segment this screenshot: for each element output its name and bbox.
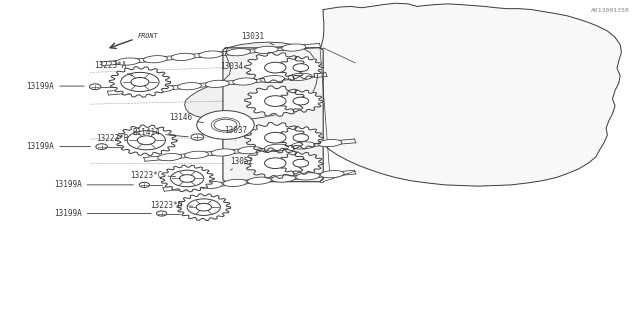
Circle shape	[127, 131, 166, 150]
Ellipse shape	[122, 87, 146, 94]
Ellipse shape	[223, 179, 247, 187]
Text: 13052: 13052	[230, 157, 253, 170]
Circle shape	[211, 118, 240, 132]
Ellipse shape	[157, 154, 182, 161]
Ellipse shape	[211, 149, 235, 156]
Text: 13199A: 13199A	[54, 180, 133, 189]
Ellipse shape	[237, 147, 262, 154]
Polygon shape	[278, 127, 323, 149]
Ellipse shape	[184, 151, 209, 158]
Ellipse shape	[291, 142, 315, 149]
Ellipse shape	[175, 184, 198, 191]
Circle shape	[264, 96, 286, 107]
Polygon shape	[278, 90, 323, 112]
Circle shape	[264, 62, 286, 73]
Circle shape	[196, 203, 211, 211]
Ellipse shape	[254, 46, 278, 53]
Text: 13037: 13037	[224, 126, 247, 141]
Text: 13199A: 13199A	[26, 142, 90, 151]
Circle shape	[264, 158, 286, 169]
Ellipse shape	[171, 53, 195, 60]
Ellipse shape	[320, 171, 344, 178]
Text: 13223*A: 13223*A	[94, 60, 132, 76]
Ellipse shape	[233, 78, 257, 85]
Circle shape	[191, 134, 204, 140]
Circle shape	[187, 199, 220, 215]
Ellipse shape	[205, 80, 229, 87]
Circle shape	[264, 132, 286, 143]
Circle shape	[131, 77, 149, 86]
Text: A013001358: A013001358	[591, 8, 630, 13]
Circle shape	[171, 170, 204, 187]
Circle shape	[196, 111, 254, 139]
Circle shape	[96, 144, 108, 149]
Circle shape	[179, 175, 195, 182]
Text: 13034: 13034	[220, 62, 250, 74]
Ellipse shape	[150, 85, 174, 92]
Polygon shape	[116, 125, 177, 156]
Text: FRONT: FRONT	[138, 33, 159, 39]
Ellipse shape	[143, 56, 168, 63]
Text: 13223*C: 13223*C	[130, 171, 175, 180]
Ellipse shape	[260, 76, 285, 83]
Text: 13146: 13146	[169, 114, 204, 123]
Text: 13199A: 13199A	[54, 209, 151, 218]
Polygon shape	[244, 86, 306, 116]
Polygon shape	[223, 48, 323, 182]
Ellipse shape	[177, 83, 202, 90]
Polygon shape	[109, 67, 171, 97]
Circle shape	[121, 72, 159, 92]
Ellipse shape	[199, 51, 223, 58]
Ellipse shape	[264, 144, 289, 151]
Text: 13223*D: 13223*D	[150, 201, 193, 210]
Polygon shape	[244, 123, 306, 153]
Polygon shape	[177, 194, 230, 220]
Text: 13199A: 13199A	[26, 82, 84, 91]
Text: 13031: 13031	[241, 32, 274, 45]
Ellipse shape	[199, 181, 223, 189]
Circle shape	[293, 64, 308, 71]
Circle shape	[138, 136, 156, 145]
Ellipse shape	[247, 177, 271, 184]
Polygon shape	[306, 3, 621, 186]
Ellipse shape	[271, 175, 296, 182]
Circle shape	[157, 211, 167, 216]
Text: B11414: B11414	[132, 128, 188, 137]
Ellipse shape	[296, 173, 320, 180]
Circle shape	[293, 97, 308, 105]
Polygon shape	[244, 148, 306, 178]
Circle shape	[293, 159, 308, 167]
Ellipse shape	[318, 140, 342, 147]
Polygon shape	[278, 152, 323, 174]
Ellipse shape	[282, 44, 306, 51]
Ellipse shape	[227, 49, 250, 56]
Circle shape	[293, 134, 308, 142]
Polygon shape	[161, 165, 214, 192]
Polygon shape	[184, 42, 317, 120]
Circle shape	[90, 84, 101, 90]
Polygon shape	[278, 57, 323, 79]
Circle shape	[214, 119, 237, 131]
Circle shape	[140, 182, 150, 188]
Text: 13223*B: 13223*B	[96, 134, 137, 143]
Ellipse shape	[288, 73, 312, 80]
Ellipse shape	[116, 58, 140, 65]
Polygon shape	[244, 52, 306, 83]
